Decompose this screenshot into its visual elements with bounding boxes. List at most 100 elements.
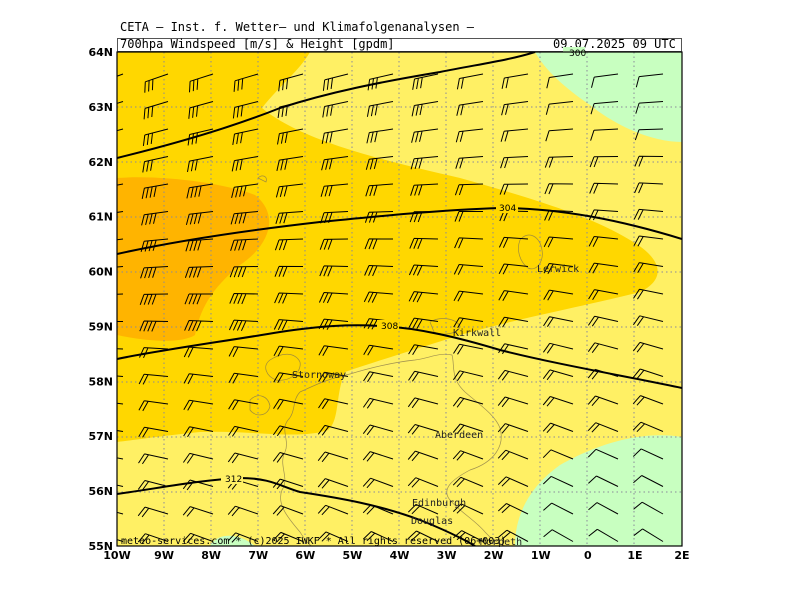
wind-barb	[322, 101, 349, 118]
lon-label: 6W	[295, 549, 315, 562]
lon-label: 5W	[343, 549, 363, 562]
wind-barb	[188, 101, 214, 119]
wind-barb	[272, 425, 304, 437]
wind-band-5-10-southeast	[515, 435, 682, 546]
lat-label: 55N	[88, 540, 113, 553]
longitude-labels: 10W 9W 8W 7W 6W 5W 4W 3W 2W 1W 0 1E 2E	[103, 549, 689, 562]
wind-barb	[411, 101, 439, 117]
wind-barb	[588, 289, 619, 300]
lon-label: 0	[584, 549, 592, 562]
wind-barb	[591, 73, 619, 88]
wind-barb	[587, 448, 619, 460]
wind-barb	[498, 263, 529, 275]
lon-label: 10W	[103, 549, 130, 562]
wind-barb	[183, 426, 214, 438]
wind-barb	[408, 291, 439, 303]
wind-barb	[184, 266, 214, 278]
wind-barb	[498, 316, 529, 328]
wind-barb	[498, 236, 529, 248]
wind-barb	[452, 450, 484, 461]
wind-barb	[632, 341, 664, 353]
wind-barb	[544, 156, 574, 168]
wind-barb	[187, 128, 214, 146]
wind-barb	[362, 451, 394, 462]
wind-barb	[453, 264, 484, 275]
wind-barb	[117, 402, 124, 405]
contour-label-312: 312	[225, 475, 242, 485]
wind-barb	[545, 101, 574, 115]
wind-barb	[184, 293, 213, 305]
wind-barb	[183, 399, 214, 411]
wind-barb	[543, 236, 574, 248]
city-lerwick: Lerwick	[537, 264, 579, 275]
wind-barb	[497, 369, 529, 381]
wind-barb	[632, 421, 664, 433]
lat-label: 58N	[88, 375, 113, 388]
wind-barb	[543, 263, 574, 274]
wind-barb	[144, 73, 169, 93]
wind-barb	[588, 236, 619, 247]
wind-barb	[117, 539, 124, 542]
wind-barb	[364, 238, 394, 250]
wind-barb	[227, 532, 259, 543]
wind-barb	[456, 101, 484, 116]
wind-barb	[543, 289, 574, 301]
city-labels: Lerwick Kirkwall Stornoway Aberdeen Edin…	[292, 264, 579, 548]
institute-header: CETA – Inst. f. Wetter– und Klimafolgena…	[120, 20, 475, 34]
wind-barb	[366, 128, 394, 144]
wind-barb	[634, 182, 664, 194]
lat-label: 64N	[88, 46, 113, 59]
wind-barb	[407, 424, 439, 435]
wind-barb	[233, 73, 259, 92]
wind-barb	[185, 238, 214, 252]
wind-barb	[362, 477, 394, 489]
wind-barb	[228, 372, 259, 384]
wind-barb	[410, 183, 439, 196]
wind-barb	[278, 73, 304, 92]
wind-barb	[407, 450, 439, 462]
wind-barb	[317, 424, 349, 436]
wind-barb	[407, 503, 439, 515]
wind-barb	[229, 293, 259, 305]
city-edinburgh: Edinburgh	[412, 498, 466, 509]
wind-barb	[454, 183, 484, 196]
wind-barb	[231, 183, 259, 199]
wind-barb	[320, 183, 349, 197]
wind-barb	[365, 156, 394, 170]
wind-barb	[542, 369, 574, 381]
wind-barb	[408, 317, 439, 330]
wind-barb	[117, 484, 124, 487]
wind-barb	[362, 424, 394, 436]
wind-barb	[634, 128, 664, 141]
wind-barb	[452, 370, 484, 382]
wind-barb	[138, 373, 169, 385]
wind-barb	[230, 211, 259, 225]
wind-barb	[273, 345, 304, 357]
wind-barb	[633, 262, 664, 273]
wind-barb	[140, 266, 169, 279]
chart-title: 700hpa Windspeed [m/s] & Height [gpdm]	[120, 37, 395, 51]
wind-barb	[137, 506, 169, 518]
wind-barb	[409, 237, 439, 249]
lat-label: 59N	[88, 320, 113, 333]
map-area	[117, 52, 682, 546]
wind-barbs	[117, 73, 664, 544]
wind-barb	[632, 315, 664, 326]
wind-barb	[499, 183, 529, 195]
wind-barb	[454, 210, 484, 222]
wind-barb	[410, 156, 439, 170]
wind-barb	[319, 238, 349, 250]
wind-barb	[588, 262, 619, 274]
wind-barb	[139, 293, 169, 305]
wind-barb	[633, 208, 664, 220]
wind-barb	[117, 457, 124, 460]
wind-barb	[590, 101, 619, 115]
wind-barb	[321, 156, 349, 171]
wind-barb	[542, 449, 574, 460]
wind-barb	[230, 238, 259, 251]
wind-barb	[543, 316, 574, 327]
wind-barb	[453, 343, 484, 355]
wind-barb	[497, 449, 529, 461]
wind-barb	[362, 531, 394, 542]
lon-label: 2E	[674, 549, 689, 562]
